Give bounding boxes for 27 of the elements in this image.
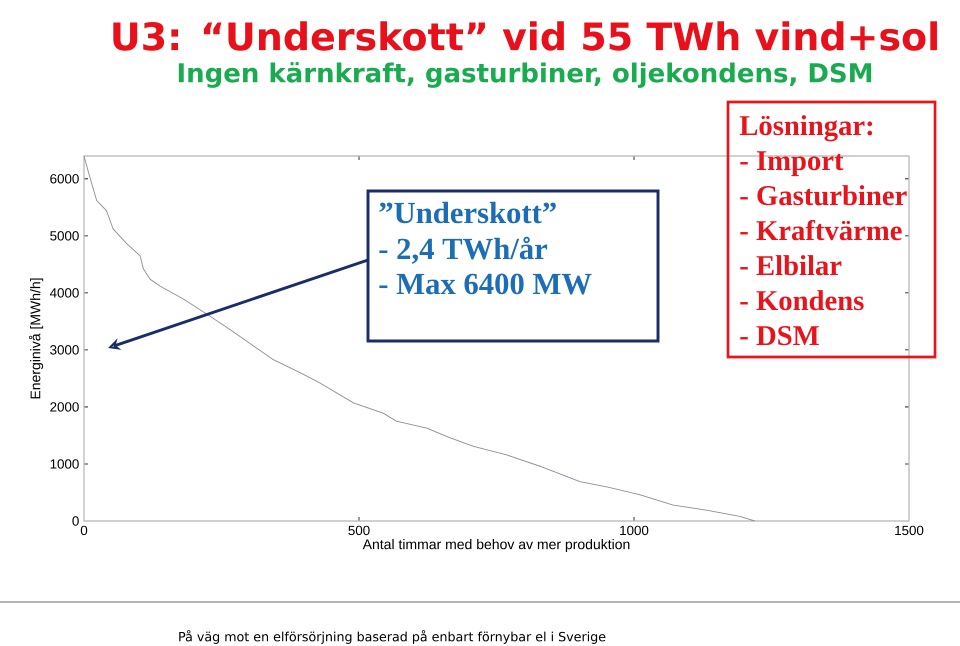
chart-title: U3: “Underskott” vid 55 TWh vind+sol (113, 21, 937, 51)
x-axis-title: Antal timmar med behov av mer produktion (362, 538, 630, 552)
annotation: - Import (740, 151, 844, 176)
annotation: - Kondens (740, 290, 864, 310)
annotation: - Max 6400 MW (379, 274, 592, 294)
annotation: - Elbilar (740, 255, 842, 276)
annotation: - Gasturbiner (740, 185, 907, 206)
x-tick-label: 500 (348, 526, 370, 536)
text: Lösningar: (740, 115, 872, 142)
annotation: ”Underskott” (379, 202, 556, 224)
x-tick-label: 0 (80, 526, 88, 536)
x-tick-label: 1000 (620, 526, 648, 536)
y-tick-label: 0 (72, 516, 79, 526)
y-tick-label: 1000 (50, 459, 79, 469)
y-axis-title: Energinivå [MWh/h] (28, 278, 44, 398)
annotation: - DSM (740, 326, 819, 346)
y-tick-label: 3000 (50, 345, 79, 355)
chart-subtitle: Ingen kärnkraft, gasturbiner, oljekondens, DSM (178, 62, 872, 88)
text: På väg mot en elförsörjning baserad på enbart förnybar el i Sverige (179, 630, 606, 644)
annotation: - Kraftvärme (740, 220, 902, 240)
line-series (84, 156, 756, 522)
x-tick-label: 1500 (895, 526, 924, 536)
y-tick-label: 5000 (50, 231, 79, 241)
y-tick-label: 2000 (50, 402, 79, 412)
y-tick-label: 4000 (50, 288, 79, 298)
annotation: - 2,4 TWh/år (379, 236, 548, 264)
y-tick-label: 6000 (50, 174, 79, 184)
